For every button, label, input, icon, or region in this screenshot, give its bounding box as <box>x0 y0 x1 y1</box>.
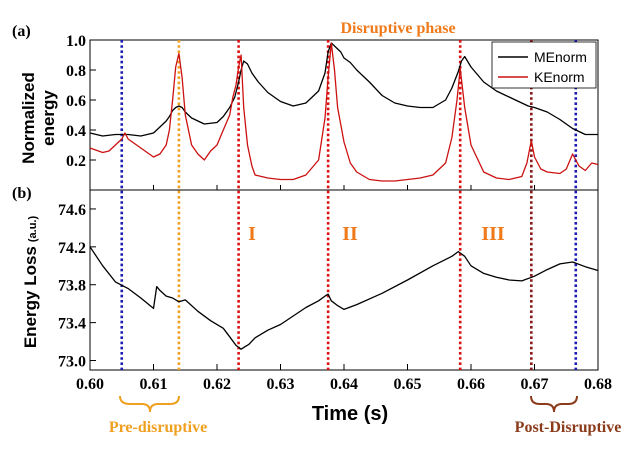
legend: MEnorm KEnorm <box>491 41 597 89</box>
ytick-b-label: 73.0 <box>58 354 86 371</box>
panel-a-label: (a) <box>12 23 31 40</box>
phase-III-label: III <box>481 223 505 245</box>
ytick-b-label: 74.2 <box>58 240 86 257</box>
xtick-label: 0.65 <box>394 376 422 393</box>
legend-label-menorm: MEnorm <box>534 49 587 65</box>
ytick-b-label: 74.6 <box>58 202 86 219</box>
xtick-label: 0.60 <box>76 376 104 393</box>
phase-I-label: I <box>248 223 256 245</box>
xtick-label: 0.61 <box>140 376 168 393</box>
legend-box <box>491 41 597 89</box>
chart-title: Disruptive phase <box>340 20 455 37</box>
xtick-label: 0.68 <box>584 376 612 393</box>
ytick-a-label: 0.8 <box>66 63 86 80</box>
ytick-a-label: 0.4 <box>66 123 86 140</box>
panel-b-frame <box>89 189 599 371</box>
legend-label-kenorm: KEnorm <box>534 69 585 85</box>
panel-a-ylabel-line1: Normalized <box>19 72 38 164</box>
series-layer <box>89 42 599 350</box>
panel-a-ylabel-line2: energy <box>39 90 58 146</box>
post-disruptive-bracket <box>530 395 578 413</box>
post-disruptive-label: Post-Disruptive <box>515 419 622 436</box>
xtick-label: 0.66 <box>457 376 485 393</box>
phase-lines <box>120 40 578 370</box>
xtick-label: 0.63 <box>267 376 295 393</box>
ticks-layer: 0.2 0.4 0.6 0.8 1.0 73.0 73.4 73.8 74.2 74.6 0.60 0… <box>58 33 612 393</box>
ytick-b-label: 73.8 <box>58 278 86 295</box>
series-line-kenorm <box>89 42 599 182</box>
panel-a-ylabel: Normalized energy <box>19 72 58 164</box>
phase-II-label: II <box>342 223 358 245</box>
panel-b-ylabel: Energy Loss(a.u.) <box>21 216 40 349</box>
xtick-label: 0.64 <box>330 376 358 393</box>
xtick-label: 0.67 <box>521 376 549 393</box>
panel-b-ylabel-text: Energy Loss(a.u.) <box>21 216 40 349</box>
pre-disruptive-label: Pre-disruptive <box>109 419 207 436</box>
xtick-label: 0.62 <box>203 376 231 393</box>
ytick-b-label: 73.4 <box>58 316 86 333</box>
pre-disruptive-bracket <box>119 395 180 413</box>
ytick-a-label: 0.2 <box>66 153 86 170</box>
ytick-a-label: 0.6 <box>66 93 86 110</box>
series-line-menorm <box>89 42 598 137</box>
x-axis-label: Time (s) <box>312 403 388 425</box>
panel-b-label: (b) <box>12 185 32 202</box>
series-line-energy-loss <box>89 246 599 350</box>
ytick-a-label: 1.0 <box>66 33 86 50</box>
